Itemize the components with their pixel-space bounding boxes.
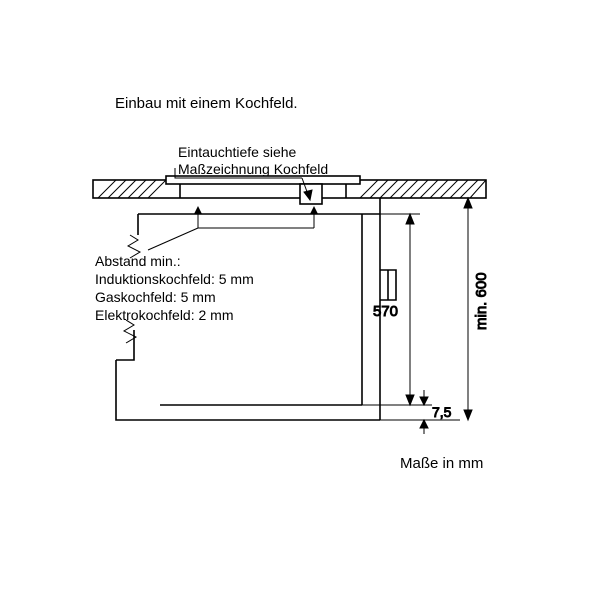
- dim-7p5-value: 7,5: [432, 404, 452, 420]
- installation-diagram: Einbau mit einem Kochfeld. Eintauchtiefe…: [0, 0, 600, 600]
- annotation-left-line2: Gaskochfeld: 5 mm: [95, 289, 216, 305]
- dim-7p5: 7,5: [380, 390, 460, 434]
- annotation-left-line1: Induktionskochfeld: 5 mm: [95, 271, 254, 287]
- annotation-top-line1: Eintauchtiefe siehe: [178, 144, 297, 160]
- worktop: [93, 176, 486, 204]
- dim-570: 570: [362, 214, 420, 405]
- dim-570-value: 570: [373, 303, 398, 320]
- dim-min600-value: min. 600: [473, 272, 490, 330]
- diagram-title: Einbau mit einem Kochfeld.: [115, 95, 298, 112]
- annotation-left: Abstand min.: Induktionskochfeld: 5 mm G…: [95, 253, 254, 323]
- annotation-top-line2: Maßzeichnung Kochfeld: [178, 161, 328, 177]
- annotation-left-heading: Abstand min.:: [95, 253, 181, 269]
- annotation-left-line3: Elektrokochfeld: 2 mm: [95, 307, 234, 323]
- units-note: Maße in mm: [400, 455, 483, 472]
